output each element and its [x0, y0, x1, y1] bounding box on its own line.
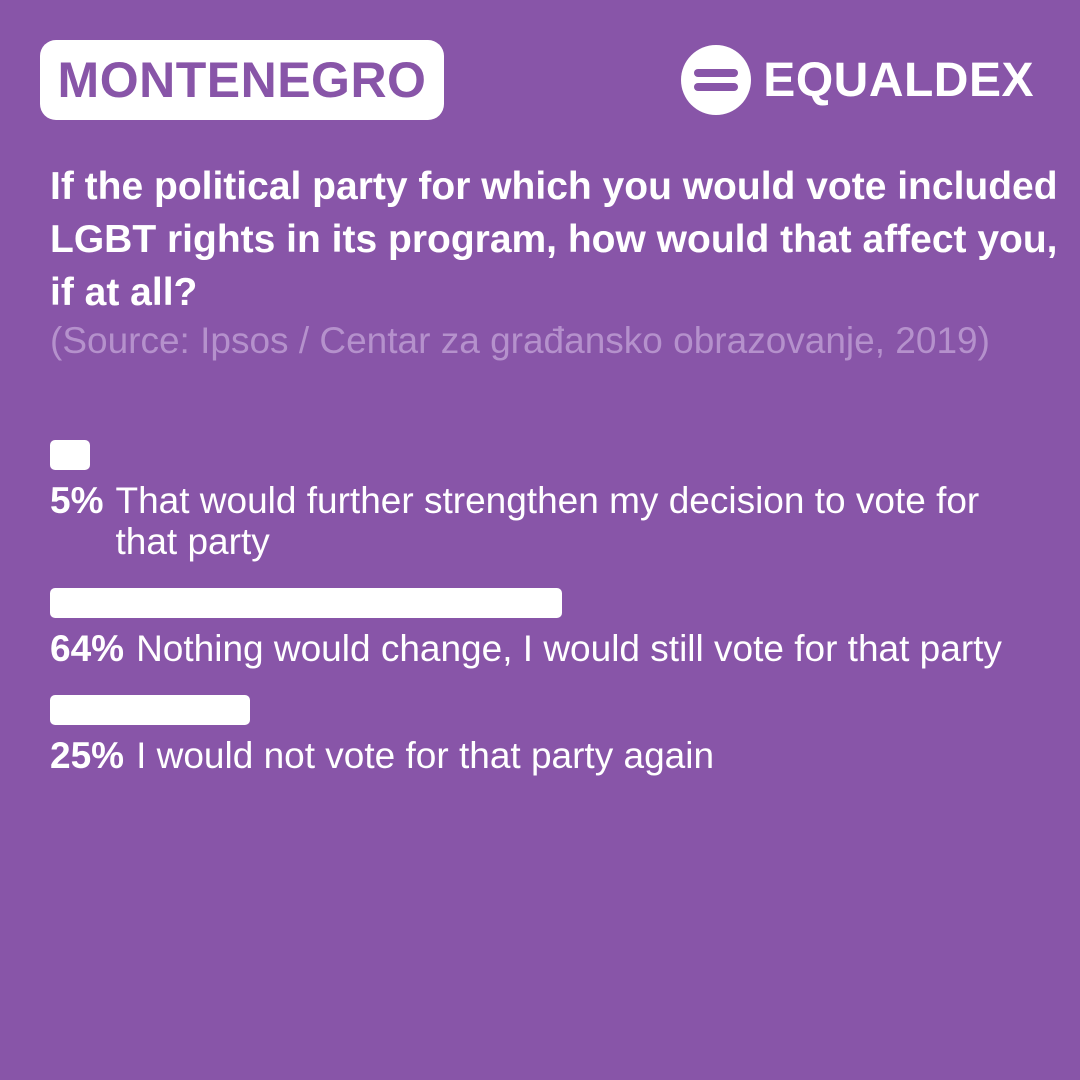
- bar-value-label: 25%: [50, 735, 125, 776]
- bar-label: 5% That would further strengthen my decis…: [50, 480, 1030, 562]
- equaldex-logo-icon: [681, 45, 752, 115]
- bar-item: 25% I would not vote for that party again: [50, 695, 1030, 776]
- bar-category-label: Nothing would change, I would still vote…: [136, 628, 1002, 669]
- source-citation: (Source: Ipsos / Centar za građansko obr…: [50, 320, 990, 361]
- bar: [50, 695, 250, 725]
- bar: [50, 588, 562, 618]
- bar-track: [50, 588, 850, 618]
- bar-value-label: 64%: [50, 628, 125, 669]
- bar-item: 64% Nothing would change, I would still v…: [50, 588, 1030, 669]
- bar-track: [50, 695, 850, 725]
- bar-label: 64% Nothing would change, I would still v…: [50, 628, 1030, 669]
- brand[interactable]: EQUALDEX: [681, 44, 1034, 116]
- brand-name: EQUALDEX: [763, 53, 1034, 107]
- country-name: MONTENEGRO: [57, 52, 427, 108]
- bar-category-label: I would not vote for that party again: [136, 735, 715, 776]
- bar-label: 25% I would not vote for that party again: [50, 735, 1030, 776]
- country-badge: MONTENEGRO: [40, 40, 444, 120]
- bar: [50, 440, 90, 470]
- bar-category-label: That would further strengthen my decisio…: [115, 480, 980, 562]
- bar-item: 5% That would further strengthen my decis…: [50, 440, 1030, 562]
- bar-value-label: 5%: [50, 480, 104, 521]
- question-title: If the political party for which you wou…: [50, 165, 1058, 314]
- bar-chart: 5% That would further strengthen my decis…: [50, 440, 1030, 802]
- bar-track: [50, 440, 850, 470]
